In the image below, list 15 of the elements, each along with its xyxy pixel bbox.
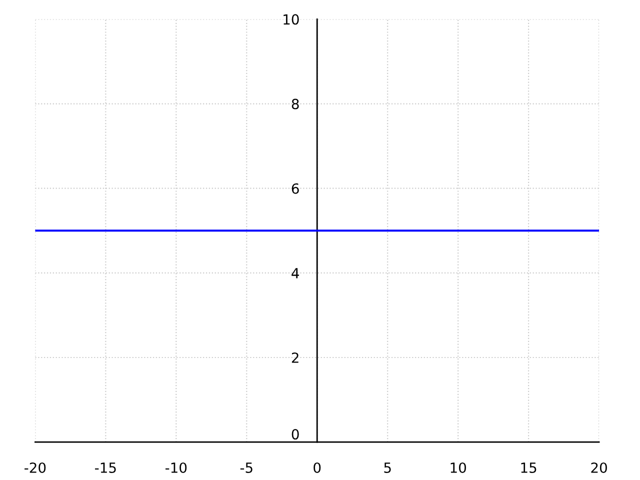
y-tick-label: 4 [292, 268, 299, 278]
x-tick-label: -20 [24, 462, 46, 473]
y-tick-label: 8 [292, 98, 299, 110]
y-tick-label: 2 [292, 352, 298, 363]
x-tick-label: 15 [521, 462, 536, 473]
x-tick-label: -5 [240, 462, 252, 473]
y-tick-label: 10 [284, 14, 299, 25]
x-tick-label: -15 [95, 462, 116, 473]
x-tick-label: 10 [450, 462, 466, 473]
x-tick-label: 20 [591, 462, 607, 473]
x-tick-label: 5 [384, 462, 391, 473]
y-tick-label: 0 [292, 429, 299, 440]
x-tick-label: -10 [165, 462, 187, 473]
y-tick-label: 6 [292, 183, 299, 194]
x-tick-label: 0 [314, 462, 321, 473]
